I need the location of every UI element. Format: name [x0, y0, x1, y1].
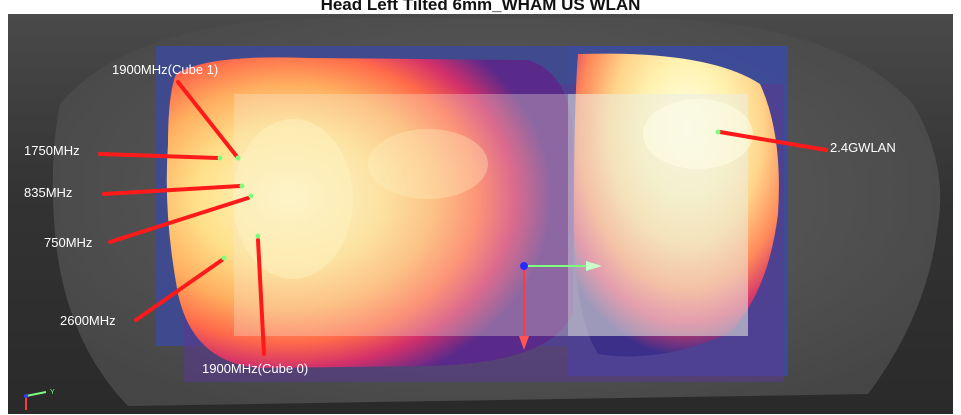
pointer-750	[108, 196, 250, 244]
sar-heatmap-left	[166, 57, 573, 368]
triad-x-axis	[25, 391, 47, 397]
hotspot-2600-icon	[221, 255, 227, 261]
label-2600: 2600MHz	[60, 313, 116, 328]
gizmo-z-arrow-icon	[519, 336, 529, 350]
label-1900-cube1: 1900MHz(Cube 1)	[112, 62, 219, 77]
hotspot-1900-cube0-icon	[255, 233, 261, 239]
contour-mid-core	[368, 129, 488, 199]
label-750: 750MHz	[44, 235, 93, 250]
hotspot-1750-icon	[217, 155, 223, 161]
label-835: 835MHz	[24, 185, 73, 200]
pointer-1750	[98, 152, 220, 160]
gizmo-origin-icon	[520, 262, 528, 270]
hotspot-wlan-icon	[715, 129, 721, 135]
gizmo-x-arrow-icon	[586, 261, 602, 271]
label-1750: 1750MHz	[24, 143, 80, 158]
label-wlan: 2.4GWLAN	[830, 140, 896, 155]
triad-y-label: Y	[50, 389, 55, 396]
hotspot-835-icon	[239, 183, 245, 189]
triad-origin-icon	[24, 394, 28, 398]
hotspot-750-icon	[248, 193, 254, 199]
figure-title: Head Left Tilted 6mm_WHAM US WLAN	[320, 0, 641, 13]
contour-left-core	[233, 119, 353, 279]
pointer-835	[102, 184, 242, 196]
hotspot-1900-cube1-icon	[235, 155, 241, 161]
pointer-1900-cube0	[256, 238, 266, 356]
sar-distribution-graphic: Y	[24, 18, 941, 410]
pointer-1900-cube1	[176, 80, 240, 160]
pointer-wlan	[718, 130, 828, 152]
contour-right-core	[643, 99, 753, 169]
sar-scan-viewport[interactable]: Y 1900MHz(Cube 1) 1750MHz 835MHz 750MHz …	[8, 14, 953, 414]
label-1900-cube0: 1900MHz(Cube 0)	[202, 361, 309, 376]
pointer-2600	[134, 258, 224, 322]
